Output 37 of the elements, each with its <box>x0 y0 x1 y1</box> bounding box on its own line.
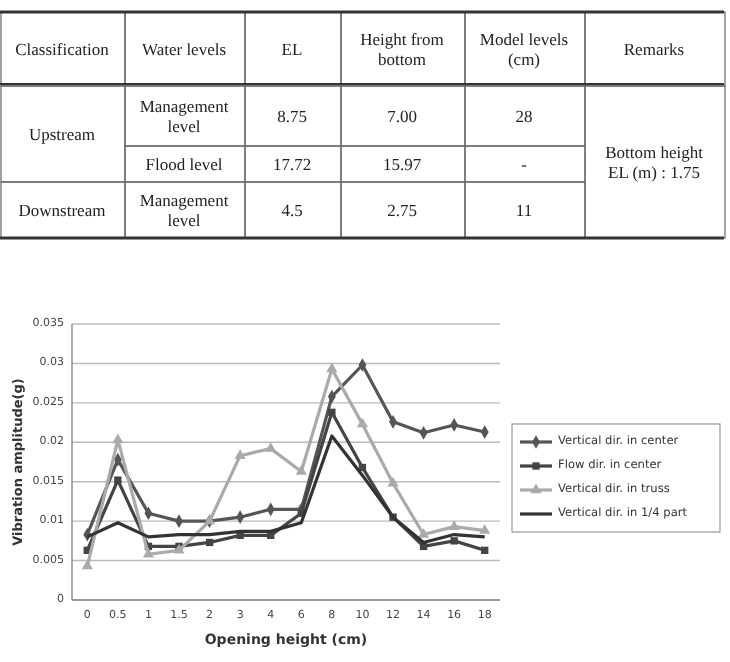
point <box>448 520 460 530</box>
text: - <box>521 154 528 174</box>
point <box>205 538 214 547</box>
point <box>114 476 122 484</box>
text: Model levels (cm) <box>479 29 569 69</box>
point <box>328 408 336 416</box>
text: 2.75 <box>387 200 417 220</box>
text: 11 <box>515 200 533 220</box>
point <box>265 442 277 452</box>
point <box>450 537 458 545</box>
text: 28 <box>515 106 533 126</box>
text: Upstream <box>28 124 96 144</box>
point <box>417 528 430 538</box>
text: 4.5 <box>281 200 303 220</box>
point <box>479 524 491 534</box>
text: Downstream <box>18 200 107 220</box>
text: 8.75 <box>277 106 307 126</box>
text: Water levels <box>141 39 227 59</box>
text: Management level <box>139 96 230 136</box>
text: 7.00 <box>387 106 417 126</box>
text: Remarks <box>623 39 685 59</box>
text: Management level <box>139 190 230 230</box>
point <box>356 417 369 428</box>
text: Flood level <box>145 154 224 174</box>
point <box>481 546 489 554</box>
point <box>112 433 124 444</box>
text: 15.97 <box>382 154 422 174</box>
point <box>387 476 399 487</box>
point <box>326 362 338 373</box>
point <box>234 449 246 459</box>
text: Classification <box>15 39 111 59</box>
text: 17.72 <box>272 154 312 174</box>
text: Bottom height EL (m) : 1.75 <box>605 142 705 182</box>
text: EL <box>281 39 303 59</box>
point <box>142 547 155 558</box>
point <box>295 465 307 475</box>
text: Height from bottom <box>360 29 445 69</box>
